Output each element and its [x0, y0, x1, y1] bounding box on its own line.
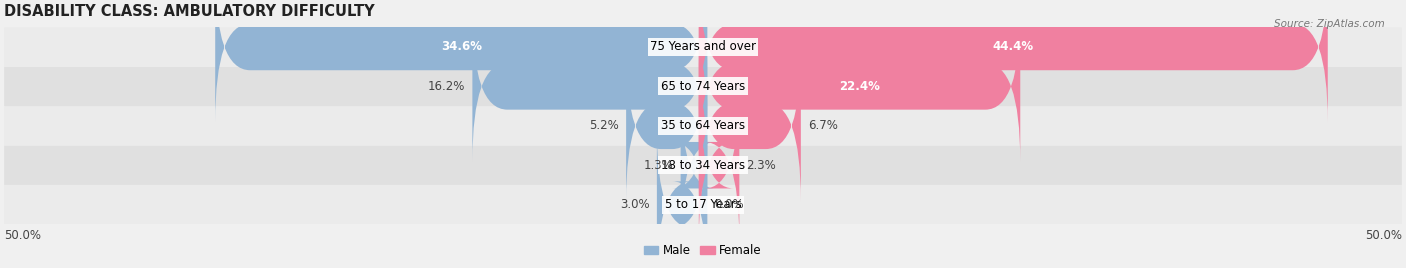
Text: 6.7%: 6.7% — [808, 119, 838, 132]
FancyBboxPatch shape — [472, 11, 707, 162]
Text: 3.0%: 3.0% — [620, 198, 650, 211]
Legend: Male, Female: Male, Female — [640, 239, 766, 262]
FancyBboxPatch shape — [672, 90, 716, 240]
FancyBboxPatch shape — [699, 11, 1021, 162]
Text: 50.0%: 50.0% — [4, 229, 41, 242]
FancyBboxPatch shape — [4, 27, 1402, 67]
FancyBboxPatch shape — [699, 0, 1327, 122]
Text: 35 to 64 Years: 35 to 64 Years — [661, 119, 745, 132]
Text: Source: ZipAtlas.com: Source: ZipAtlas.com — [1274, 19, 1385, 29]
Text: 18 to 34 Years: 18 to 34 Years — [661, 159, 745, 172]
Text: 44.4%: 44.4% — [993, 40, 1033, 54]
Text: 75 Years and over: 75 Years and over — [650, 40, 756, 54]
FancyBboxPatch shape — [4, 146, 1402, 185]
Text: 2.3%: 2.3% — [747, 159, 776, 172]
Text: 34.6%: 34.6% — [440, 40, 482, 54]
Text: 1.3%: 1.3% — [644, 159, 673, 172]
Text: 65 to 74 Years: 65 to 74 Years — [661, 80, 745, 93]
Text: 0.0%: 0.0% — [714, 198, 744, 211]
FancyBboxPatch shape — [699, 51, 801, 201]
Text: 50.0%: 50.0% — [1365, 229, 1402, 242]
Text: 5.2%: 5.2% — [589, 119, 619, 132]
Text: 16.2%: 16.2% — [427, 80, 465, 93]
FancyBboxPatch shape — [4, 106, 1402, 146]
Text: 22.4%: 22.4% — [839, 80, 880, 93]
FancyBboxPatch shape — [699, 90, 740, 240]
FancyBboxPatch shape — [4, 67, 1402, 106]
Text: 5 to 17 Years: 5 to 17 Years — [665, 198, 741, 211]
FancyBboxPatch shape — [657, 129, 707, 268]
FancyBboxPatch shape — [626, 51, 707, 201]
FancyBboxPatch shape — [215, 0, 707, 122]
FancyBboxPatch shape — [4, 185, 1402, 224]
Text: DISABILITY CLASS: AMBULATORY DIFFICULTY: DISABILITY CLASS: AMBULATORY DIFFICULTY — [4, 4, 375, 19]
